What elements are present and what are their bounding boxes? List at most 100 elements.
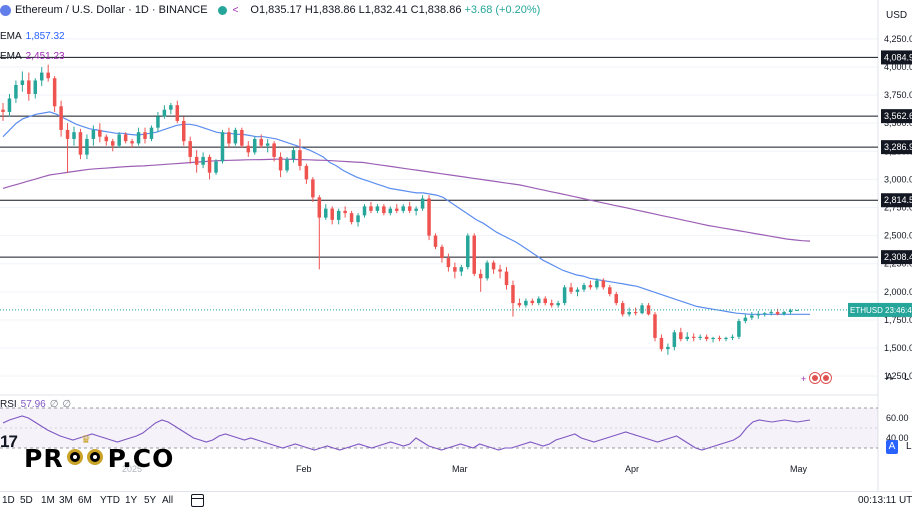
candle-body[interactable]: [65, 129, 70, 139]
candle-body[interactable]: [369, 206, 373, 211]
candle-body[interactable]: [59, 106, 63, 130]
candle-body[interactable]: [207, 156, 212, 173]
candle-body[interactable]: [278, 156, 283, 171]
candle-body[interactable]: [304, 165, 309, 180]
candle-body[interactable]: [614, 294, 619, 304]
candle-body[interactable]: [91, 129, 96, 139]
timeframe-6m[interactable]: 6M: [78, 495, 92, 506]
candle-body[interactable]: [110, 141, 115, 146]
candle-body[interactable]: [762, 313, 767, 315]
candle-body[interactable]: [104, 136, 109, 142]
candle-body[interactable]: [233, 129, 238, 144]
candle-body[interactable]: [595, 280, 599, 288]
market-status-icon[interactable]: [217, 5, 227, 15]
candle-body[interactable]: [420, 198, 425, 209]
candle-body[interactable]: [737, 321, 741, 337]
candle-body[interactable]: [730, 336, 735, 338]
candle-body[interactable]: [711, 337, 715, 340]
candle-body[interactable]: [627, 312, 631, 315]
candle-body[interactable]: [562, 287, 567, 304]
candle-body[interactable]: [640, 305, 644, 314]
timeframe-3m[interactable]: 3M: [59, 495, 73, 506]
candle-body[interactable]: [85, 138, 89, 155]
candle-body[interactable]: [175, 105, 180, 121]
candle-body[interactable]: [285, 159, 289, 171]
candle-body[interactable]: [72, 132, 76, 139]
candle-body[interactable]: [317, 197, 322, 218]
candle-body[interactable]: [169, 105, 173, 110]
candle-body[interactable]: [608, 287, 612, 295]
candle-body[interactable]: [33, 80, 38, 94]
candle-body[interactable]: [478, 273, 483, 279]
candle-body[interactable]: [524, 300, 528, 306]
calendar-icon[interactable]: [191, 494, 204, 507]
rsi-auto-scale-button[interactable]: A: [886, 440, 898, 454]
candle-body[interactable]: [330, 208, 334, 220]
candle-body[interactable]: [775, 312, 780, 315]
log-scale-button[interactable]: L: [904, 372, 910, 383]
share-icon[interactable]: <: [232, 4, 239, 16]
candle-body[interactable]: [143, 132, 147, 139]
candle-body[interactable]: [788, 310, 793, 313]
candle-body[interactable]: [39, 72, 44, 81]
auto-scale-button[interactable]: A: [886, 372, 893, 383]
candle-body[interactable]: [582, 285, 586, 290]
candle-body[interactable]: [556, 303, 560, 306]
candle-body[interactable]: [181, 120, 186, 142]
add-event-icon[interactable]: +: [801, 374, 807, 384]
candle-body[interactable]: [265, 143, 270, 146]
candle-body[interactable]: [620, 303, 625, 315]
timeframe-1d[interactable]: 1D: [2, 495, 15, 506]
candle-body[interactable]: [691, 336, 696, 338]
candle-body[interactable]: [530, 300, 535, 304]
timeframe-5y[interactable]: 5Y: [144, 495, 157, 506]
candle-body[interactable]: [769, 312, 773, 314]
ema-fast-line[interactable]: [2, 111, 810, 315]
utc-clock[interactable]: 00:13:11 UTC: [858, 495, 912, 506]
candle-body[interactable]: [466, 235, 470, 268]
candle-body[interactable]: [227, 132, 231, 144]
candle-body[interactable]: [272, 143, 276, 157]
candle-body[interactable]: [575, 289, 580, 292]
candle-body[interactable]: [117, 134, 121, 146]
candle-body[interactable]: [162, 109, 167, 117]
candle-body[interactable]: [324, 208, 328, 218]
candle-body[interactable]: [717, 337, 722, 340]
candle-body[interactable]: [517, 303, 522, 306]
candle-body[interactable]: [14, 84, 18, 99]
candle-body[interactable]: [498, 269, 502, 272]
candle-body[interactable]: [382, 206, 386, 214]
candle-body[interactable]: [472, 235, 476, 274]
economic-event-icon[interactable]: [820, 372, 832, 384]
last-price-tag[interactable]: [848, 302, 912, 317]
candle-body[interactable]: [543, 298, 547, 304]
candle-body[interactable]: [427, 198, 431, 236]
candle-body[interactable]: [414, 208, 418, 211]
candle-body[interactable]: [220, 132, 225, 162]
timeframe-all[interactable]: All: [162, 495, 174, 506]
candle-body[interactable]: [653, 314, 657, 338]
candle-body[interactable]: [78, 132, 83, 155]
candle-body[interactable]: [679, 332, 683, 340]
candle-body[interactable]: [549, 303, 554, 306]
timeframe-1y[interactable]: 1Y: [125, 495, 138, 506]
candle-body[interactable]: [336, 210, 341, 220]
candle-body[interactable]: [407, 206, 412, 211]
ema-slow-legend[interactable]: EMA 2,451.23: [0, 51, 65, 62]
candle-body[interactable]: [20, 80, 25, 85]
candle-body[interactable]: [356, 215, 360, 223]
candle-body[interactable]: [782, 312, 786, 315]
candle-body[interactable]: [343, 210, 347, 214]
candle-body[interactable]: [349, 213, 354, 223]
candle-body[interactable]: [194, 156, 199, 165]
candle-body[interactable]: [130, 141, 134, 144]
candle-body[interactable]: [156, 116, 160, 128]
candle-body[interactable]: [537, 298, 541, 304]
candle-body[interactable]: [1, 109, 5, 112]
candle-body[interactable]: [569, 287, 573, 292]
candle-body[interactable]: [401, 206, 405, 211]
candle-body[interactable]: [672, 332, 677, 347]
candle-body[interactable]: [395, 208, 399, 211]
candle-body[interactable]: [136, 132, 141, 144]
